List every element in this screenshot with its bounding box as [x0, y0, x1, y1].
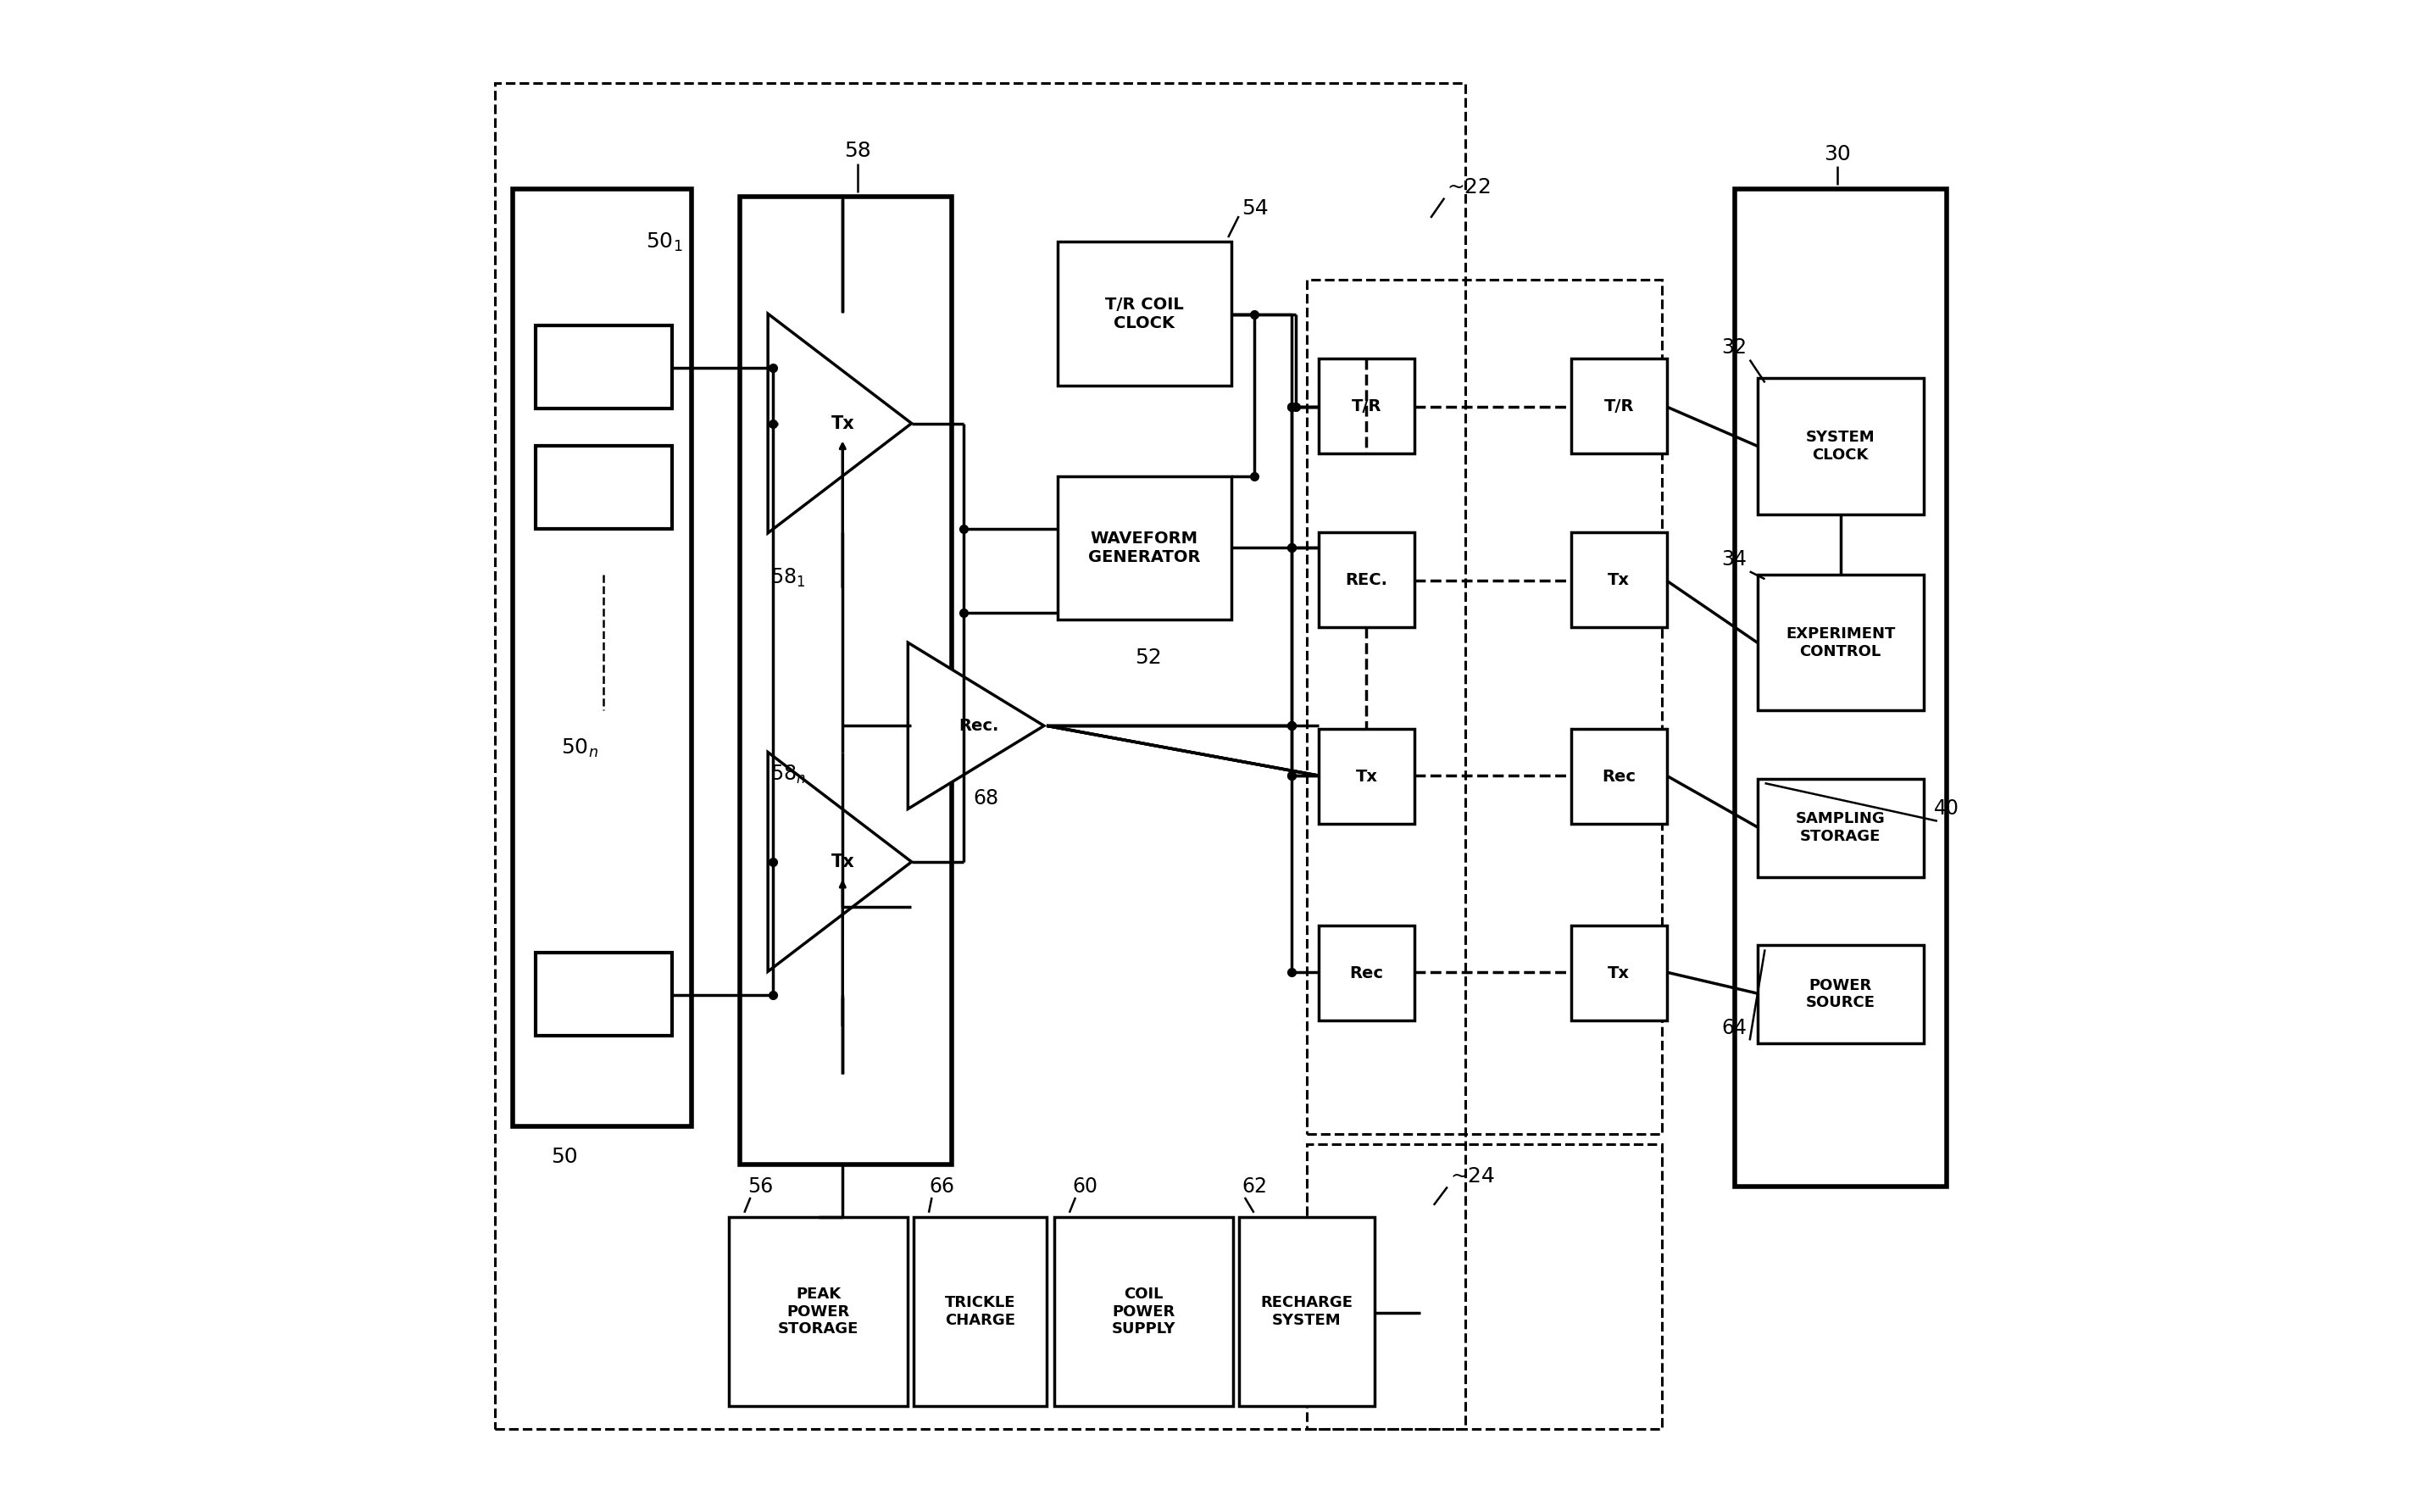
Text: 50: 50 [551, 1146, 578, 1167]
Bar [740, 197, 952, 1164]
Bar [537, 446, 672, 529]
Text: 54: 54 [1242, 198, 1269, 219]
Text: TRICKLE
CHARGE: TRICKLE CHARGE [945, 1296, 1015, 1328]
Bar [914, 1217, 1047, 1406]
Bar [1571, 358, 1668, 454]
Text: EXPERIMENT
CONTROL: EXPERIMENT CONTROL [1786, 626, 1895, 659]
Bar [1054, 1217, 1233, 1406]
Polygon shape [909, 643, 1044, 809]
Bar [1320, 358, 1414, 454]
Text: WAVEFORM
GENERATOR: WAVEFORM GENERATOR [1088, 531, 1201, 565]
Text: POWER
SOURCE: POWER SOURCE [1805, 978, 1876, 1010]
Bar [1757, 378, 1924, 514]
Bar [1308, 280, 1663, 1134]
Text: Tx: Tx [1356, 768, 1378, 785]
Text: 52: 52 [1134, 647, 1163, 668]
Text: 58$_1$: 58$_1$ [771, 567, 805, 588]
Text: 64: 64 [1721, 1018, 1747, 1039]
Bar [1320, 532, 1414, 627]
Text: Tx: Tx [1607, 572, 1629, 588]
Bar [1308, 1145, 1663, 1429]
Bar [512, 189, 691, 1126]
Text: Rec.: Rec. [960, 718, 998, 733]
Bar [1735, 189, 1946, 1187]
Bar [1571, 532, 1668, 627]
Text: COIL
POWER
SUPPLY: COIL POWER SUPPLY [1112, 1287, 1175, 1337]
Text: 58: 58 [844, 141, 870, 162]
Text: SAMPLING
STORAGE: SAMPLING STORAGE [1796, 812, 1885, 844]
Bar [537, 953, 672, 1036]
Text: Rec: Rec [1349, 965, 1383, 981]
Text: 32: 32 [1721, 337, 1747, 358]
Bar [1571, 925, 1668, 1021]
Text: Tx: Tx [831, 414, 853, 432]
Text: PEAK
POWER
STORAGE: PEAK POWER STORAGE [778, 1287, 858, 1337]
Bar [1571, 729, 1668, 824]
Text: 50$_n$: 50$_n$ [561, 738, 599, 759]
Bar [537, 325, 672, 408]
Text: Tx: Tx [831, 853, 853, 871]
Text: T/R: T/R [1605, 398, 1634, 414]
Text: 34: 34 [1721, 549, 1747, 570]
Text: T/R COIL
CLOCK: T/R COIL CLOCK [1105, 296, 1184, 331]
Text: 30: 30 [1825, 144, 1851, 165]
Text: SYSTEM
CLOCK: SYSTEM CLOCK [1805, 429, 1876, 463]
Bar [1320, 925, 1414, 1021]
Text: 50$_1$: 50$_1$ [645, 231, 684, 253]
Text: RECHARGE
SYSTEM: RECHARGE SYSTEM [1262, 1296, 1354, 1328]
Bar [1757, 575, 1924, 711]
Text: 58$_n$: 58$_n$ [771, 764, 805, 785]
Bar [1056, 242, 1230, 386]
Text: REC.: REC. [1346, 572, 1387, 588]
Polygon shape [769, 314, 911, 534]
Bar [495, 83, 1465, 1429]
Polygon shape [769, 753, 911, 972]
Bar [1056, 476, 1230, 620]
Text: ~24: ~24 [1450, 1166, 1496, 1187]
Text: 68: 68 [974, 788, 998, 809]
Bar [1757, 945, 1924, 1043]
Text: 66: 66 [928, 1176, 955, 1198]
Bar [730, 1217, 909, 1406]
Text: Tx: Tx [1607, 965, 1629, 981]
Text: T/R: T/R [1351, 398, 1383, 414]
Text: 62: 62 [1242, 1176, 1267, 1198]
Bar [1757, 779, 1924, 877]
Text: 40: 40 [1934, 798, 1960, 820]
Bar [1240, 1217, 1375, 1406]
Text: 56: 56 [747, 1176, 773, 1198]
Text: ~22: ~22 [1448, 177, 1491, 198]
Bar [1320, 729, 1414, 824]
Text: Rec: Rec [1602, 768, 1636, 785]
Text: 60: 60 [1073, 1176, 1097, 1198]
